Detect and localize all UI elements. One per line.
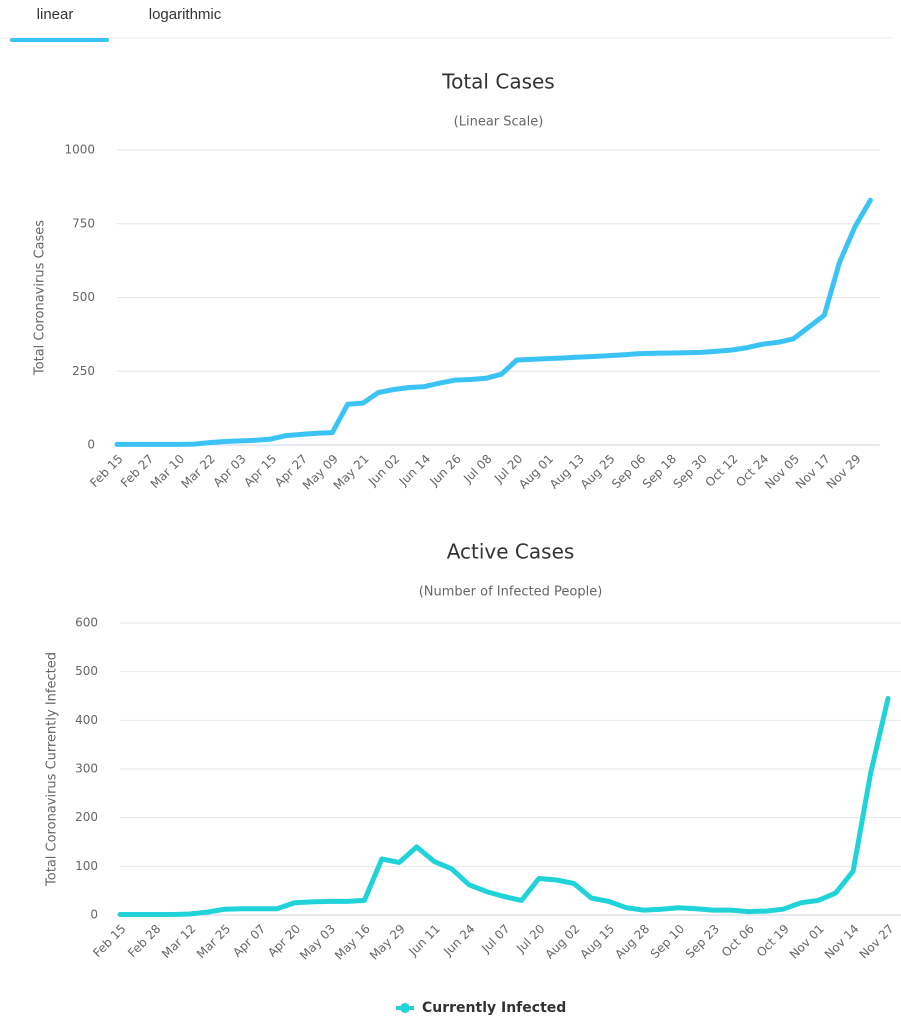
- y-tick-label: 400: [75, 713, 98, 727]
- x-tick-label: May 16: [332, 922, 373, 963]
- x-tick-label: Jul 08: [460, 452, 494, 486]
- x-tick-label: Jun 02: [365, 452, 402, 489]
- x-tick-label: Aug 25: [578, 452, 618, 492]
- x-tick-label: May 03: [297, 922, 338, 963]
- tab-underline: [10, 38, 109, 42]
- y-tick-label: 250: [72, 364, 95, 378]
- y-tick-label: 500: [75, 664, 98, 678]
- x-tick-label: Sep 23: [683, 922, 722, 961]
- x-tick-label: Aug 15: [577, 922, 617, 962]
- x-tick-label: Aug 28: [612, 922, 652, 962]
- x-tick-label: Mar 25: [194, 922, 233, 961]
- x-tick-label: Aug 02: [542, 922, 582, 962]
- x-tick-label: Sep 10: [648, 922, 687, 961]
- y-axis-label: Total Coronavirus Cases: [33, 220, 48, 376]
- x-tick-label: Oct 12: [703, 452, 741, 490]
- x-tick-label: Nov 01: [787, 922, 827, 962]
- x-tick-label: Nov 27: [857, 922, 897, 962]
- x-tick-label: Feb 28: [125, 922, 163, 960]
- x-tick-label: Apr 03: [211, 452, 249, 490]
- x-tick-label: Mar 22: [178, 452, 217, 491]
- legend-marker: [400, 1003, 410, 1013]
- x-tick-label: Jun 14: [396, 452, 433, 489]
- chart-subtitle: (Linear Scale): [454, 115, 544, 130]
- x-tick-label: Nov 14: [822, 922, 862, 962]
- x-tick-label: Oct 06: [719, 922, 757, 960]
- x-tick-label: Mar 12: [159, 922, 198, 961]
- x-tick-label: May 29: [367, 922, 408, 963]
- y-tick-label: 100: [75, 859, 98, 873]
- y-tick-label: 750: [72, 216, 95, 230]
- y-tick-label: 0: [90, 908, 98, 922]
- y-tick-label: 200: [75, 810, 98, 824]
- chart-subtitle: (Number of Infected People): [419, 585, 603, 600]
- data-line: [117, 695, 891, 917]
- y-tick-label: 500: [72, 290, 95, 304]
- y-axis-label: Total Coronavirus Currently Infected: [45, 652, 60, 887]
- x-tick-label: Jun 24: [440, 922, 477, 959]
- tab-linear[interactable]: linear: [37, 6, 74, 23]
- chart-title: Active Cases: [447, 540, 575, 564]
- x-tick-label: Jun 26: [426, 452, 463, 489]
- x-tick-label: Feb 15: [90, 922, 128, 960]
- x-tick-label: Sep 30: [670, 452, 709, 491]
- y-tick-label: 300: [75, 762, 98, 776]
- x-tick-label: Nov 29: [824, 452, 864, 492]
- y-tick-label: 1000: [64, 143, 95, 157]
- y-tick-label: 600: [75, 616, 98, 630]
- chart-title: Total Cases: [441, 70, 554, 94]
- data-line: [114, 197, 873, 447]
- x-tick-label: Jul 07: [478, 922, 512, 956]
- legend-label: Currently Infected: [422, 1000, 566, 1016]
- x-tick-label: Apr 15: [241, 452, 279, 490]
- tab-logarithmic[interactable]: logarithmic: [149, 6, 222, 23]
- x-tick-label: Feb 15: [87, 452, 125, 490]
- y-tick-label: 0: [87, 438, 95, 452]
- x-tick-label: Apr 07: [230, 922, 268, 960]
- x-tick-label: Oct 19: [754, 922, 792, 960]
- x-tick-label: Jun 11: [405, 922, 442, 959]
